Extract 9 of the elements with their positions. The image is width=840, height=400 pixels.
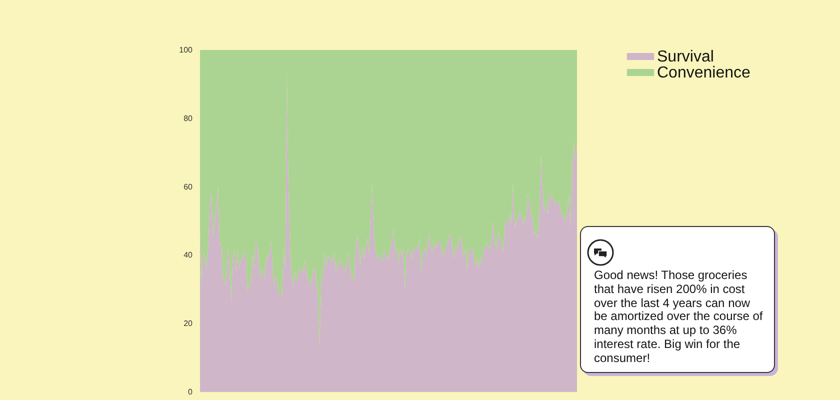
note-card: Good news! Those groceries that have risen 200% in cost over the last 4 years can now be amortized over the course of many months at up to 36% interest rate. Big win for the consumer! xyxy=(580,226,775,373)
y-tick-label: 100 xyxy=(179,46,194,54)
legend-label: Survival xyxy=(657,48,714,66)
y-tick-label: 0 xyxy=(188,388,194,396)
y-tick-label: 40 xyxy=(184,250,194,260)
legend-label: Convenience xyxy=(657,64,750,82)
y-tick-label: 60 xyxy=(184,182,194,192)
y-tick-label: 20 xyxy=(184,319,194,328)
y-tick-label: 80 xyxy=(184,114,194,123)
